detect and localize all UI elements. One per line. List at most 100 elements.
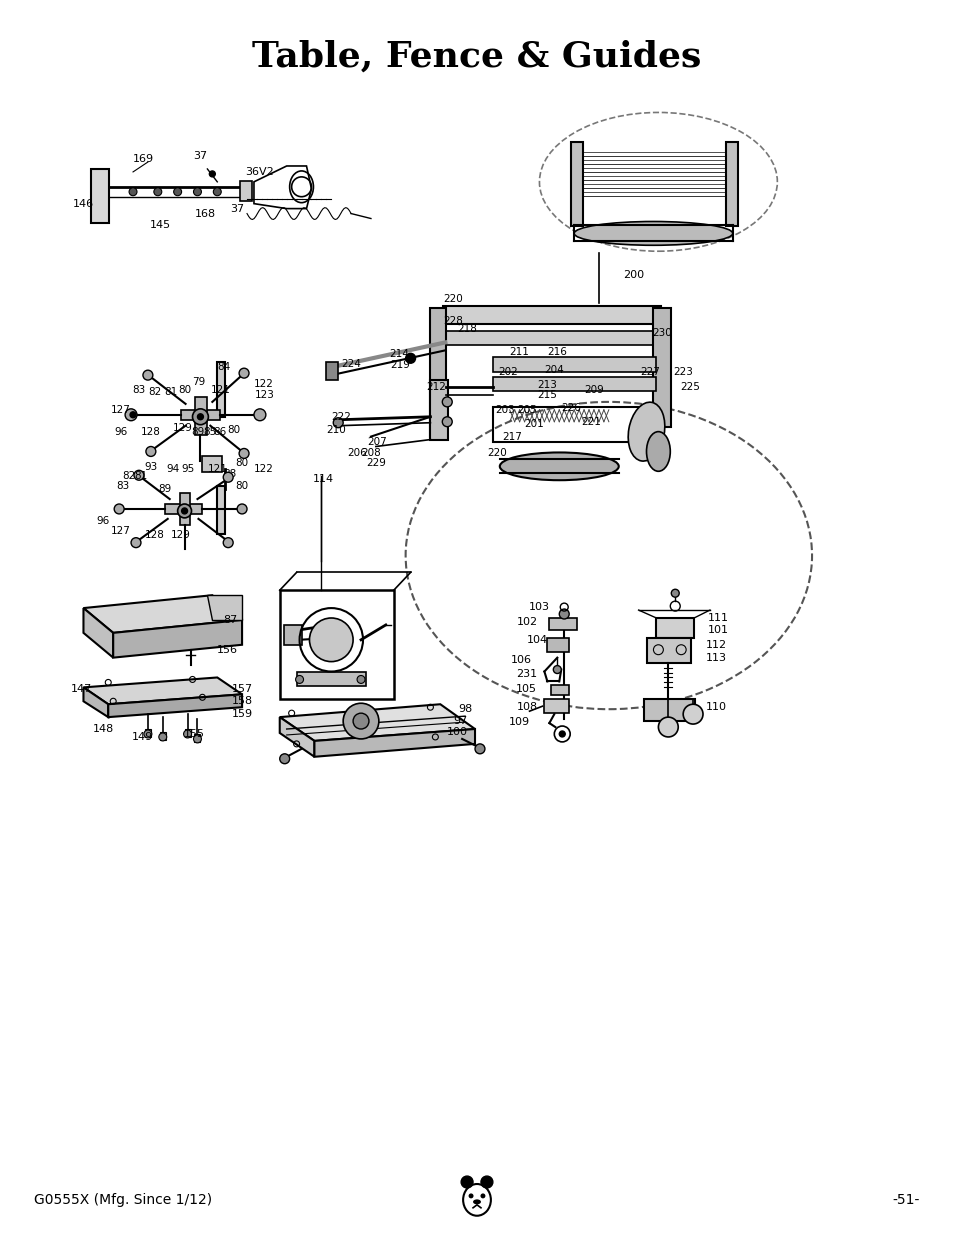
Circle shape [480, 1176, 493, 1188]
Circle shape [442, 416, 452, 426]
Circle shape [153, 188, 162, 195]
Text: 104: 104 [526, 635, 547, 645]
Bar [547, 637, 569, 652]
Text: 93: 93 [144, 462, 157, 472]
Bar [184, 729, 191, 737]
Bar [160, 732, 166, 740]
Bar [202, 457, 222, 472]
Bar [180, 410, 220, 420]
Text: 36V2: 36V2 [245, 167, 274, 177]
Circle shape [253, 409, 266, 421]
Text: 220: 220 [443, 294, 462, 304]
Circle shape [558, 609, 569, 619]
Text: 230: 230 [652, 327, 672, 337]
Text: 210: 210 [326, 425, 346, 435]
Ellipse shape [574, 221, 732, 246]
Circle shape [209, 170, 215, 177]
Text: 102: 102 [517, 618, 537, 627]
Text: 146: 146 [72, 199, 94, 209]
Text: 89: 89 [158, 484, 172, 494]
Circle shape [183, 730, 192, 739]
Circle shape [193, 188, 201, 195]
Text: 109: 109 [509, 718, 530, 727]
Text: 121: 121 [210, 385, 230, 395]
Circle shape [682, 704, 702, 724]
Circle shape [133, 471, 144, 480]
Text: 211: 211 [509, 347, 529, 357]
Text: 200: 200 [622, 270, 643, 280]
Circle shape [143, 370, 152, 380]
Text: 208: 208 [360, 448, 380, 458]
Text: 80: 80 [235, 458, 249, 468]
Bar [194, 734, 200, 742]
Circle shape [343, 703, 378, 739]
Circle shape [480, 1193, 485, 1198]
Text: 203: 203 [495, 405, 514, 415]
Text: 207: 207 [367, 436, 386, 447]
Text: 114: 114 [313, 474, 334, 484]
Bar [493, 357, 656, 372]
Text: 37: 37 [193, 151, 208, 161]
Bar [493, 377, 656, 391]
Bar [279, 590, 394, 699]
Circle shape [558, 731, 564, 737]
Circle shape [173, 188, 181, 195]
Text: 219: 219 [391, 361, 410, 370]
Bar [217, 487, 225, 534]
Bar [165, 504, 202, 514]
Text: 79: 79 [192, 377, 205, 387]
Circle shape [333, 417, 343, 427]
Polygon shape [83, 688, 108, 718]
Bar [240, 180, 252, 200]
Circle shape [239, 368, 249, 378]
Text: 221: 221 [580, 416, 600, 427]
Circle shape [125, 409, 137, 421]
Text: 86: 86 [213, 426, 227, 437]
Text: 84: 84 [217, 362, 231, 372]
Polygon shape [207, 595, 242, 620]
Bar [179, 493, 190, 525]
Text: 105: 105 [516, 684, 537, 694]
Circle shape [468, 1193, 473, 1198]
Text: 231: 231 [516, 669, 537, 679]
Text: 224: 224 [341, 359, 360, 369]
Bar [643, 699, 695, 721]
Circle shape [181, 508, 188, 514]
Text: 212: 212 [426, 382, 446, 391]
Text: 83: 83 [132, 385, 146, 395]
Polygon shape [113, 620, 242, 658]
Circle shape [131, 537, 141, 547]
Text: 82: 82 [148, 387, 161, 396]
Text: 206: 206 [347, 448, 367, 458]
Bar [326, 362, 338, 380]
Text: 113: 113 [704, 652, 725, 663]
Text: 218: 218 [456, 324, 476, 333]
Text: 80: 80 [228, 425, 240, 435]
Circle shape [146, 447, 155, 457]
Text: 88: 88 [223, 469, 236, 479]
Text: 216: 216 [547, 347, 567, 357]
Circle shape [475, 743, 484, 753]
Text: 81: 81 [164, 387, 177, 396]
Polygon shape [108, 694, 242, 718]
Polygon shape [83, 608, 113, 658]
Text: 158: 158 [232, 697, 253, 706]
Circle shape [671, 589, 679, 598]
Bar [145, 729, 151, 737]
Text: 94: 94 [166, 464, 179, 474]
Text: 227: 227 [639, 367, 659, 377]
Text: 225: 225 [679, 382, 700, 391]
Text: 122: 122 [253, 379, 274, 389]
Text: 223: 223 [673, 367, 693, 377]
Polygon shape [314, 729, 475, 757]
Text: 37: 37 [230, 204, 244, 214]
Text: 226: 226 [560, 403, 580, 412]
Bar [296, 672, 366, 687]
Text: 215: 215 [537, 390, 557, 400]
Circle shape [114, 504, 124, 514]
Bar [91, 169, 110, 224]
Text: 110: 110 [704, 703, 725, 713]
Text: 214: 214 [388, 350, 408, 359]
Text: 201: 201 [524, 419, 544, 429]
Text: 123: 123 [254, 390, 274, 400]
